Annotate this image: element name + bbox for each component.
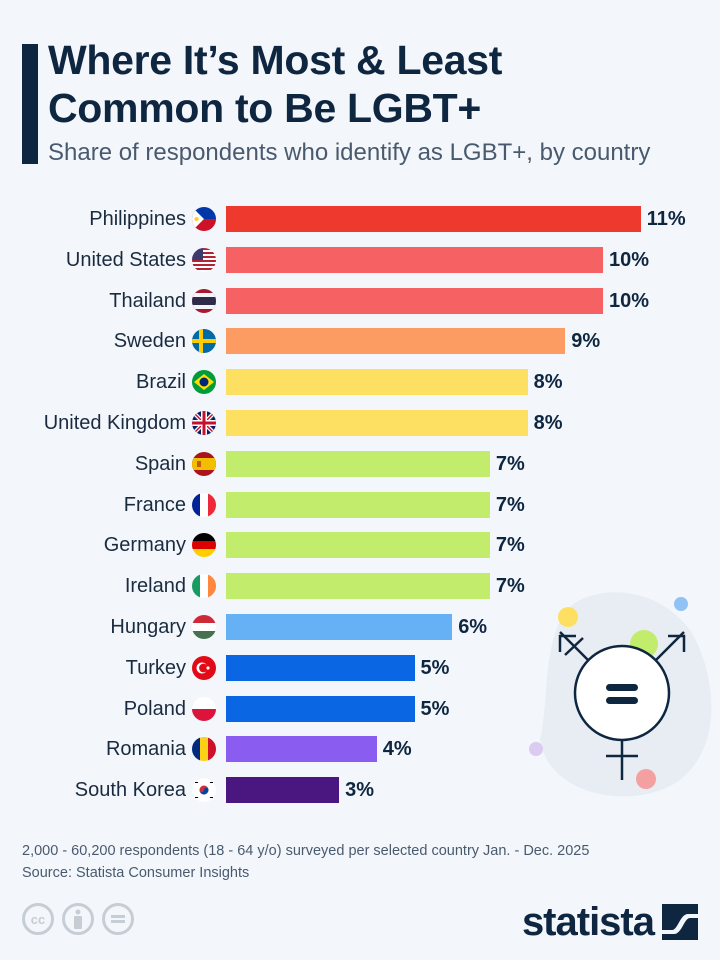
logo-text: statista (521, 900, 655, 944)
category-label-hungary: Hungary (110, 616, 186, 638)
value-label-ireland: 7% (495, 575, 525, 598)
title-line-2: Common to Be LGBT+ (48, 85, 482, 131)
bar-poland (226, 695, 415, 722)
cc-icon[interactable]: cc (22, 903, 54, 935)
decor-dot-yellow (558, 607, 578, 627)
bar-turkey (226, 654, 415, 681)
decor-dot-blue (674, 597, 688, 611)
bar-united-kingdom (226, 410, 528, 436)
no-derivatives-icon[interactable] (102, 903, 134, 935)
category-label-poland: Poland (123, 697, 186, 720)
value-label-poland: 5% (420, 697, 450, 720)
category-label-thailand: Thailand (109, 289, 186, 312)
category-label-philippines: Philippines (89, 208, 186, 230)
category-label-south-korea: South Korea (74, 779, 186, 802)
bar-hungary (226, 614, 453, 640)
value-label-south-korea: 3% (345, 779, 374, 802)
bar-south-korea (226, 777, 340, 804)
category-label-spain: Spain (134, 452, 186, 475)
value-label-sweden: 9% (571, 330, 601, 353)
value-label-thailand: 10% (609, 289, 650, 312)
flag-philippines-icon (192, 207, 216, 231)
flag-united-kingdom-icon (192, 411, 216, 435)
bar-philippines (226, 206, 641, 232)
bar-germany (226, 532, 490, 559)
value-label-united-states: 10% (609, 248, 650, 271)
flag-germany-icon (192, 533, 216, 558)
flag-poland-icon (192, 696, 216, 721)
decor-dot-pink (636, 769, 656, 789)
bar-thailand (226, 287, 603, 314)
value-label-hungary: 6% (458, 616, 488, 638)
flag-sweden-icon (192, 329, 216, 354)
category-label-brazil: Brazil (135, 371, 186, 394)
attribution-icon[interactable] (62, 903, 94, 935)
value-label-turkey: 5% (420, 656, 450, 679)
flag-ireland-icon (192, 574, 216, 599)
value-label-romania: 4% (382, 738, 412, 761)
bar-chart: Philippines 11% United States 10% Thailand 10… (0, 190, 720, 810)
chart-title: Where It’s Most & Least Common to Be LGB… (48, 36, 708, 132)
value-label-philippines: 11% (646, 208, 686, 230)
flag-france-icon (192, 492, 216, 517)
title-accent-bar (22, 44, 38, 164)
flag-thailand-icon (192, 288, 216, 313)
category-label-ireland: Ireland (124, 575, 186, 598)
category-label-sweden: Sweden (113, 330, 186, 353)
transgender-symbol-icon (529, 592, 712, 797)
flag-spain-icon (192, 451, 216, 476)
flag-united-states-icon (192, 247, 216, 272)
value-label-spain: 7% (495, 452, 525, 475)
flag-turkey-icon (192, 655, 216, 680)
bar-ireland (226, 573, 490, 600)
category-label-romania: Romania (105, 738, 186, 761)
flag-hungary-icon (192, 615, 216, 639)
chart-subtitle: Share of respondents who identify as LGB… (48, 139, 651, 166)
bar-france (226, 491, 490, 518)
footnote: 2,000 - 60,200 respondents (18 - 64 y/o)… (22, 840, 589, 884)
statista-logo[interactable]: statista (522, 900, 698, 944)
bar-united-states (226, 246, 603, 273)
category-label-france: France (123, 493, 186, 516)
bar-spain (226, 450, 490, 477)
source-note: Source: Statista Consumer Insights (22, 865, 250, 881)
survey-note: 2,000 - 60,200 respondents (18 - 64 y/o)… (22, 843, 590, 859)
flag-south-korea-icon (192, 778, 216, 803)
bar-romania (226, 736, 377, 763)
category-label-united-kingdom: United Kingdom (43, 412, 186, 434)
bar-brazil (226, 369, 528, 396)
value-label-germany: 7% (495, 534, 525, 557)
value-label-united-kingdom: 8% (533, 412, 563, 434)
flag-brazil-icon (192, 370, 216, 395)
bar-sweden (226, 328, 566, 355)
category-label-united-states: United States (65, 248, 186, 271)
decor-dot-purple (529, 742, 543, 756)
cc-icon-label: cc (30, 911, 46, 927)
license-icons: cc (22, 903, 134, 935)
flag-romania-icon (192, 737, 216, 762)
value-label-france: 7% (495, 493, 525, 516)
title-line-1: Where It’s Most & Least (48, 37, 503, 83)
category-label-germany: Germany (103, 534, 186, 557)
category-label-turkey: Turkey (125, 656, 186, 679)
value-label-brazil: 8% (533, 371, 563, 394)
statista-logo-icon (662, 904, 698, 940)
